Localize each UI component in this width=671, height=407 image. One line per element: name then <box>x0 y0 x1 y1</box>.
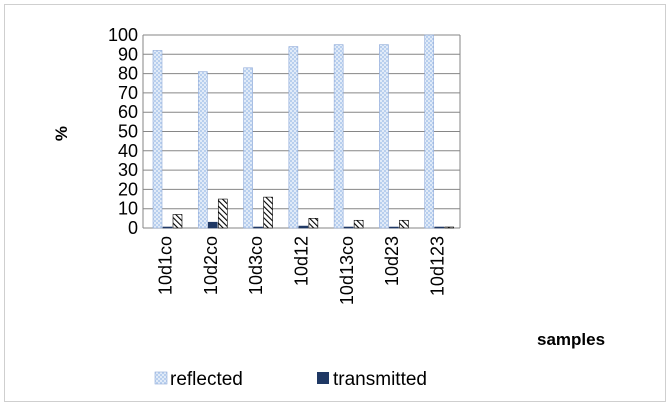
legend: reflected transmitted <box>154 369 427 390</box>
bar-reflected <box>379 44 389 229</box>
bar-transmitted <box>253 226 263 229</box>
y-tick-label: 60 <box>118 102 138 122</box>
bar-hatched <box>263 196 273 229</box>
y-tick-label: 90 <box>118 44 138 64</box>
bar-hatched <box>308 218 319 229</box>
legend-label-reflected: reflected <box>170 369 243 390</box>
bar-transmitted <box>343 226 354 229</box>
y-tick-label: 30 <box>118 160 138 180</box>
bar-hatched <box>399 219 409 229</box>
bar-reflected <box>152 50 163 229</box>
bar-reflected <box>243 67 253 229</box>
bar-transmitted <box>434 226 445 229</box>
bars <box>152 34 455 229</box>
x-tick-label: 10d3co <box>246 236 266 295</box>
bar-hatched <box>353 219 364 229</box>
x-tick-label: 10d1co <box>156 236 176 295</box>
x-tick-label: 10d123 <box>427 236 447 296</box>
y-tick-label: 70 <box>118 83 138 103</box>
bar-reflected <box>424 34 435 229</box>
bar-transmitted <box>207 221 218 229</box>
bar-transmitted <box>162 226 173 229</box>
legend-swatch-reflected <box>154 371 168 385</box>
x-tick-label: 10d12 <box>292 236 312 286</box>
bar-reflected <box>333 44 344 229</box>
x-tick-label: 10d23 <box>382 236 402 286</box>
bar-transmitted <box>298 225 309 229</box>
bar-reflected <box>288 46 299 229</box>
y-tick-label: 20 <box>118 179 138 199</box>
y-tick-label: 50 <box>118 122 138 142</box>
bar-transmitted <box>389 226 399 229</box>
y-tick-label: 10 <box>118 199 138 219</box>
bar-hatched <box>217 198 228 229</box>
x-tick-labels: 10d1co 10d2co 10d3co 10d12 10d13co 10d23 10d12… <box>156 236 448 305</box>
y-axis-title: % <box>52 126 71 141</box>
y-tick-label: 80 <box>118 64 138 84</box>
legend-swatch-transmitted <box>317 372 329 384</box>
y-tick-label: 40 <box>118 141 138 161</box>
y-tick-label: 0 <box>128 218 138 238</box>
x-tick-label: 10d13co <box>337 236 357 305</box>
bar-hatched <box>172 214 183 229</box>
legend-label-transmitted: transmitted <box>333 369 427 390</box>
x-tick-label: 10d2co <box>201 236 221 295</box>
y-tick-label: 100 <box>108 25 138 45</box>
x-axis-title: samples <box>537 330 605 349</box>
bar-hatched <box>444 226 455 229</box>
gridlines <box>142 34 461 229</box>
bar-reflected <box>197 71 208 229</box>
